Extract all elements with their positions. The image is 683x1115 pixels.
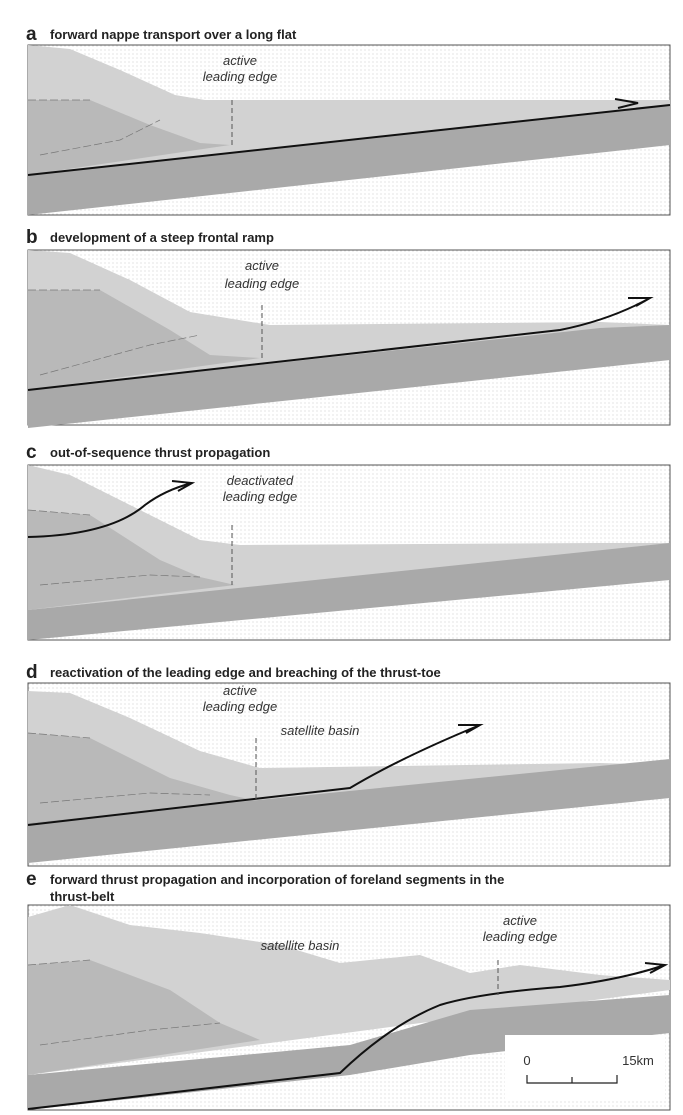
label: active [245, 258, 279, 273]
label: deactivated [227, 473, 294, 488]
label: satellite basin [281, 723, 360, 738]
panel-title: reactivation of the leading edge and bre… [50, 665, 441, 680]
panel-a: active leading edge [28, 45, 670, 215]
label: leading edge [203, 69, 277, 84]
panel-letter: b [26, 227, 38, 248]
panel-e: active leading edge satellite basin 0 15… [28, 905, 670, 1110]
label: satellite basin [261, 938, 340, 953]
panel-title: forward thrust propagation and incorpora… [50, 872, 504, 887]
panel-d: active leading edge satellite basin [28, 683, 670, 866]
panel-title: out-of-sequence thrust propagation [50, 445, 270, 460]
panel-title: thrust-belt [50, 889, 115, 904]
label: leading edge [483, 929, 557, 944]
panel-letter: d [26, 662, 38, 683]
scale-start: 0 [523, 1053, 530, 1068]
label: active [223, 683, 257, 698]
panel-b: active leading edge [28, 250, 670, 428]
figure: a forward nappe transport over a long fl… [0, 0, 683, 1115]
panel-letter: a [26, 24, 37, 45]
panel-letter: e [26, 869, 37, 890]
label: leading edge [203, 699, 277, 714]
panel-title: development of a steep frontal ramp [50, 230, 274, 245]
label: leading edge [225, 276, 299, 291]
panel-letter: c [26, 442, 37, 463]
label: active [223, 53, 257, 68]
panel-title: forward nappe transport over a long flat [50, 27, 297, 42]
label: active [503, 913, 537, 928]
panel-c: deactivated leading edge [28, 465, 670, 640]
label: leading edge [223, 489, 297, 504]
scale-end: 15km [622, 1053, 654, 1068]
